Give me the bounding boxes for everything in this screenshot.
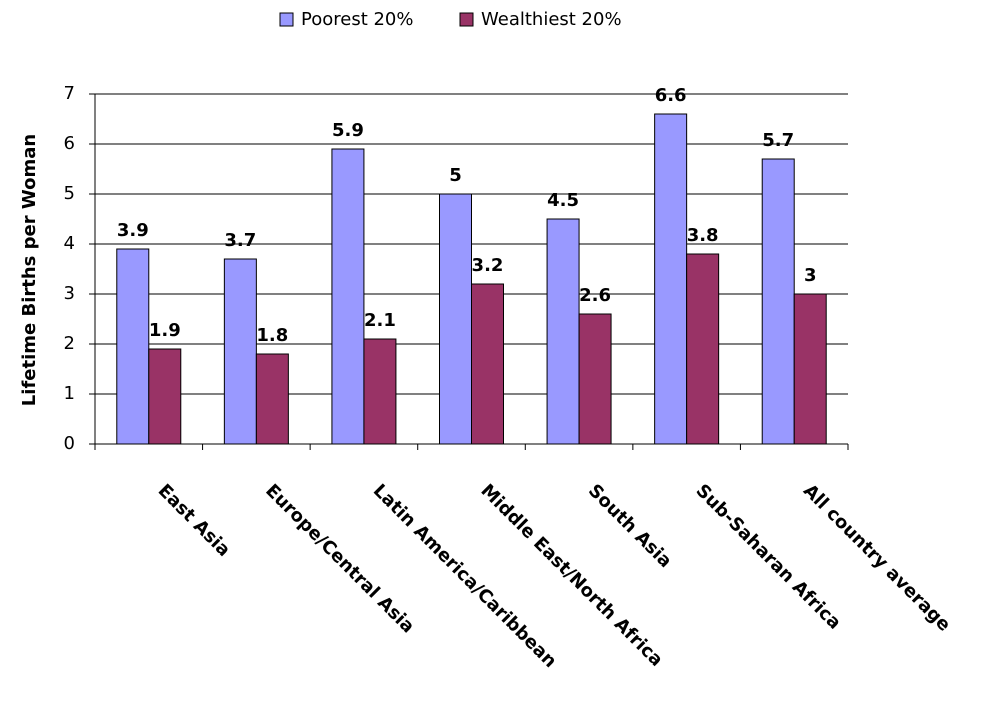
x-tick-label: East Asia: [154, 480, 235, 561]
y-tick-label: 1: [64, 383, 75, 404]
bar: [331, 148, 365, 445]
y-tick-label: 2: [64, 333, 75, 354]
value-label: 3.8: [687, 225, 719, 246]
bar: [793, 293, 827, 445]
x-tick-label: Latin America/Caribbean: [369, 480, 561, 672]
value-label: 5: [449, 165, 462, 186]
y-tick-label: 5: [64, 183, 75, 204]
bar: [439, 193, 472, 445]
bar: [116, 248, 150, 445]
bar: [471, 283, 504, 445]
bar: [363, 338, 397, 445]
legend-swatch: [279, 12, 294, 27]
bar: [546, 218, 580, 445]
bar: [654, 113, 688, 445]
y-axis-title: Lifetime Births per Woman: [19, 134, 40, 406]
y-tick-label: 7: [64, 83, 75, 104]
value-label: 3.7: [224, 230, 256, 251]
bar: [578, 313, 612, 445]
value-label: 3.2: [472, 255, 504, 276]
legend-label: Wealthiest 20%: [481, 9, 622, 30]
value-label: 3: [804, 265, 817, 286]
y-tick-label: 4: [64, 233, 75, 254]
bar: [148, 348, 182, 445]
value-label: 2.1: [364, 310, 396, 331]
y-tick-label: 6: [64, 133, 75, 154]
value-label: 1.9: [149, 320, 181, 341]
y-tick-label: 0: [64, 433, 75, 454]
value-label: 6.6: [655, 85, 687, 106]
value-label: 4.5: [547, 190, 579, 211]
x-tick-label: Middle East/North Africa: [476, 480, 667, 671]
legend-swatch: [459, 12, 474, 27]
y-tick-label: 3: [64, 283, 75, 304]
value-label: 5.7: [762, 130, 794, 151]
bar: [686, 253, 720, 445]
x-tick-label: South Asia: [584, 480, 676, 572]
value-label: 5.9: [332, 120, 364, 141]
bar: [761, 158, 795, 445]
value-label: 3.9: [117, 220, 149, 241]
bar: [223, 258, 257, 445]
value-label: 1.8: [256, 325, 288, 346]
value-label: 2.6: [579, 285, 611, 306]
bar: [255, 353, 289, 445]
legend-label: Poorest 20%: [301, 9, 413, 30]
